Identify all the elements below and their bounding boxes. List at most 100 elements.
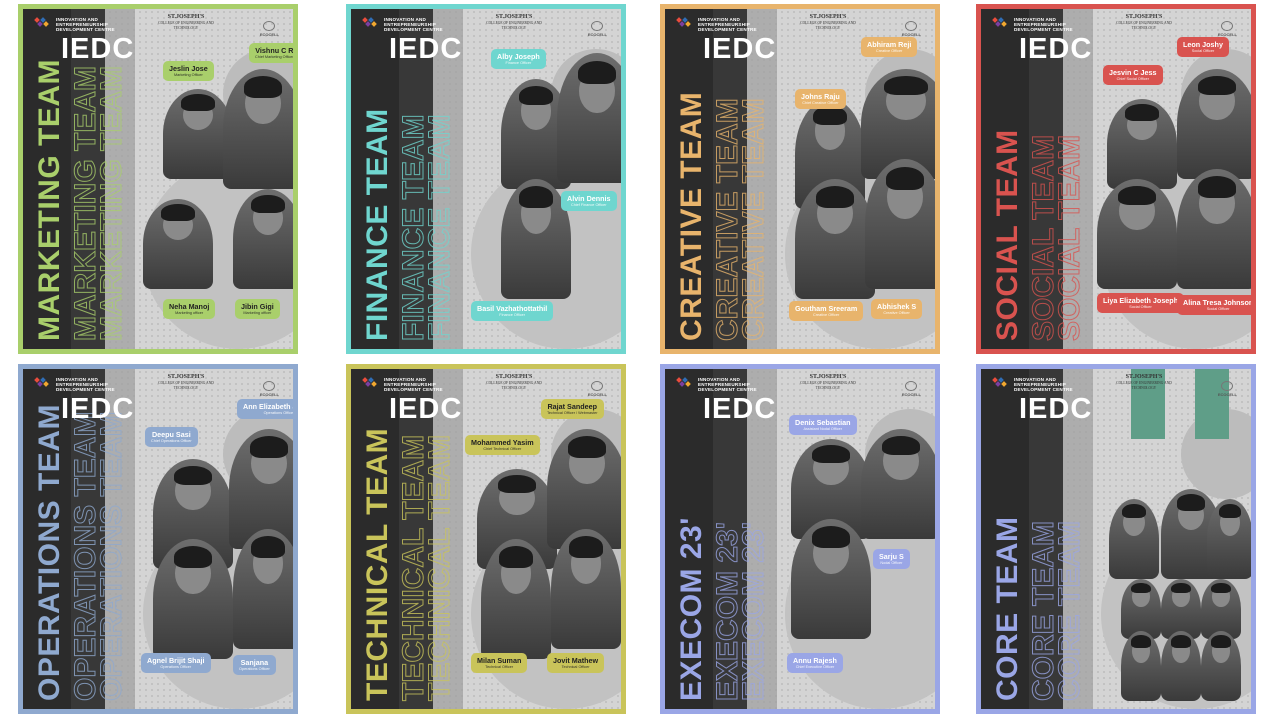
member-name: Jesvin C Jess bbox=[1109, 68, 1157, 77]
grey-band bbox=[105, 369, 135, 709]
team-title-outline: SOCIAL TEAM bbox=[1053, 134, 1087, 341]
brand-line: ENTREPRENEURSHIP bbox=[384, 382, 436, 387]
ecocell-icon bbox=[1221, 381, 1234, 391]
side-shade-strip bbox=[71, 369, 105, 709]
team-poster[interactable]: INNOVATION AND ENTREPRENEURSHIP DEVELOPMEN… bbox=[18, 4, 298, 354]
brand-line: INNOVATION AND bbox=[1014, 17, 1057, 22]
college-logo-text: ST.JOSEPH'S COLLEGE OF ENGINEERING AND TE… bbox=[793, 374, 863, 392]
ecocell-icon bbox=[905, 381, 918, 391]
member-role: Social Officer bbox=[1206, 307, 1230, 311]
team-poster[interactable]: INNOVATION AND ENTREPRENEURSHIP DEVELOPMEN… bbox=[346, 4, 626, 354]
member-photo bbox=[1161, 579, 1201, 639]
member-photo bbox=[1107, 99, 1177, 189]
ecocell-label: ECOCELL bbox=[587, 32, 607, 37]
ecocell-logo: ECOCELL bbox=[260, 21, 279, 37]
team-title: CREATIVE TEAM bbox=[675, 91, 708, 341]
member-name-tag: Abhiram Reji Creative Officer bbox=[861, 37, 918, 57]
brand-line: ENTREPRENEURSHIP bbox=[698, 22, 750, 27]
college-name: ST.JOSEPH'S bbox=[1125, 14, 1163, 20]
iedc-logo-icon bbox=[676, 17, 693, 29]
green-panel bbox=[1195, 369, 1229, 439]
team-title-outline: TECHNICAL TEAM bbox=[423, 434, 457, 701]
member-photo bbox=[1109, 499, 1159, 579]
member-name: Sarju S bbox=[879, 552, 904, 561]
iedc-full-name: INNOVATION AND ENTREPRENEURSHIP DEVELOPMEN… bbox=[1014, 377, 1073, 392]
iedc-heading: IEDC bbox=[389, 33, 463, 65]
team-poster[interactable]: INNOVATION AND ENTREPRENEURSHIP DEVELOPMEN… bbox=[346, 364, 626, 714]
team-poster[interactable]: INNOVATION AND ENTREPRENEURSHIP DEVELOPMEN… bbox=[660, 364, 940, 714]
member-name: Vishnu C R bbox=[255, 46, 294, 55]
member-photo bbox=[865, 159, 935, 289]
member-name: Annu Rajesh bbox=[793, 656, 837, 665]
college-subtitle: COLLEGE OF ENGINEERING AND TECHNOLOGY bbox=[158, 380, 214, 391]
member-name-tag: Sanjana Operations Officer bbox=[233, 655, 276, 675]
team-poster[interactable]: INNOVATION AND ENTREPRENEURSHIP DEVELOPMEN… bbox=[660, 4, 940, 354]
member-name-tag: Annu Rajesh Chief Executive Officer bbox=[787, 653, 843, 673]
ecocell-label: ECOCELL bbox=[901, 32, 921, 37]
college-name: ST.JOSEPH'S bbox=[167, 374, 205, 380]
team-poster[interactable]: INNOVATION AND ENTREPRENEURSHIP DEVELOPMEN… bbox=[976, 4, 1256, 354]
grey-band bbox=[747, 9, 777, 349]
member-name: Deepu Sasi bbox=[151, 430, 191, 439]
member-role: Finance Officer bbox=[499, 313, 525, 317]
member-role: Operations Officer bbox=[160, 665, 192, 669]
member-role: Chief Social Officer bbox=[1116, 77, 1149, 81]
member-role: Creative Officer bbox=[883, 311, 910, 315]
member-role: Assistant Nodal Officer bbox=[803, 427, 843, 431]
member-name: Abhiram Reji bbox=[867, 40, 912, 49]
member-name-tag: Neha Manoj Marketing officer bbox=[163, 299, 216, 319]
member-photo bbox=[1121, 631, 1161, 701]
iedc-logo-icon bbox=[362, 17, 379, 29]
iedc-brand: INNOVATION AND ENTREPRENEURSHIP DEVELOPMEN… bbox=[676, 17, 757, 32]
ecocell-logo: ECOCELL bbox=[902, 21, 921, 37]
brand-line: INNOVATION AND bbox=[698, 17, 741, 22]
member-role: Marketing officer bbox=[175, 311, 204, 315]
member-role: Technical Officer bbox=[561, 665, 590, 669]
member-name-tag: Agnel Brijit Shaji Operations Officer bbox=[141, 653, 211, 673]
iedc-full-name: INNOVATION AND ENTREPRENEURSHIP DEVELOPMEN… bbox=[56, 17, 115, 32]
college-name: ST.JOSEPH'S bbox=[809, 14, 847, 20]
team-title-outline: CREATIVE TEAM bbox=[737, 98, 771, 342]
member-name: Abhishek S bbox=[877, 302, 917, 311]
member-name: Alby Joseph bbox=[497, 52, 540, 61]
brand-line: INNOVATION AND bbox=[698, 377, 741, 382]
brand-line: INNOVATION AND bbox=[1014, 377, 1057, 382]
member-name: Ann Elizabeth James bbox=[243, 402, 297, 411]
college-subtitle: COLLEGE OF ENGINEERING AND TECHNOLOGY bbox=[800, 20, 856, 31]
ecocell-icon bbox=[905, 21, 918, 31]
member-photo bbox=[481, 539, 551, 659]
member-role: Creative Officer bbox=[813, 313, 840, 317]
college-logo-text: ST.JOSEPH'S COLLEGE OF ENGINEERING AND TE… bbox=[479, 14, 549, 32]
member-role: Chief Marketing Officer bbox=[255, 55, 294, 59]
team-poster[interactable]: INNOVATION AND ENTREPRENEURSHIP DEVELOPMEN… bbox=[18, 364, 298, 714]
member-photo bbox=[1201, 579, 1241, 639]
member-name-tag: Jibin Gigi Marketing officer bbox=[235, 299, 280, 319]
member-name-tag: Jeslin Jose Marketing Officer bbox=[163, 61, 214, 81]
member-name: Mohammed Yasim bbox=[471, 438, 534, 447]
brand-line: DEVELOPMENT CENTRE bbox=[56, 387, 115, 392]
iedc-brand: INNOVATION AND ENTREPRENEURSHIP DEVELOPMEN… bbox=[676, 377, 757, 392]
member-name: Goutham Sreeram bbox=[795, 304, 858, 313]
member-role: Operations Officer bbox=[263, 411, 295, 415]
member-name-tag: Sarju S Nodal Officer bbox=[873, 549, 910, 569]
team-title-outline: OPERATIONS TEAM bbox=[95, 411, 129, 701]
member-role: Marketing Officer bbox=[173, 73, 203, 77]
ecocell-icon bbox=[263, 21, 276, 31]
grey-band bbox=[1063, 369, 1093, 709]
college-logo-text: ST.JOSEPH'S COLLEGE OF ENGINEERING AND TE… bbox=[479, 374, 549, 392]
member-role: Social Officer bbox=[1191, 49, 1215, 53]
member-photo bbox=[795, 179, 875, 299]
team-title: EXECOM 23' bbox=[675, 517, 708, 701]
side-shade-strip bbox=[713, 9, 747, 349]
member-name: Rajat Sandeep bbox=[547, 402, 598, 411]
brand-line: ENTREPRENEURSHIP bbox=[1014, 22, 1066, 27]
iedc-logo-icon bbox=[992, 17, 1009, 29]
team-poster[interactable]: INNOVATION AND ENTREPRENEURSHIP DEVELOPMEN… bbox=[976, 364, 1256, 714]
member-name: Milan Suman bbox=[477, 656, 522, 665]
ecocell-icon bbox=[1221, 21, 1234, 31]
iedc-full-name: INNOVATION AND ENTREPRENEURSHIP DEVELOPMEN… bbox=[384, 377, 443, 392]
member-name-tag: Ann Elizabeth JamesOperations Officer bbox=[237, 399, 297, 419]
member-photo bbox=[233, 529, 293, 649]
brand-line: ENTREPRENEURSHIP bbox=[1014, 382, 1066, 387]
member-name: Jibin Gigi bbox=[241, 302, 274, 311]
